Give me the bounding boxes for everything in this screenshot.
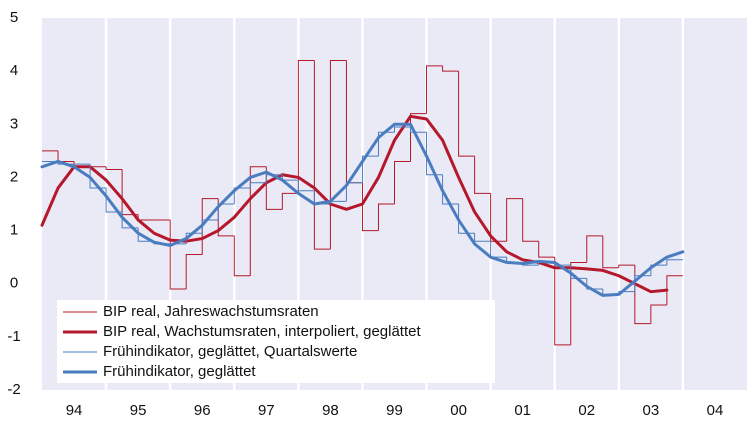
y-tick-label: 0 [10, 275, 18, 292]
step-segment [410, 113, 427, 162]
step-segment [570, 265, 587, 279]
step-segment [618, 264, 635, 268]
step-segment [281, 192, 299, 210]
step-segment [426, 65, 443, 114]
step-segment [442, 174, 459, 205]
x-tick-label: 95 [130, 402, 147, 419]
step-segment [666, 275, 683, 305]
smooth-line [40, 122, 685, 297]
x-tick-label: 96 [194, 402, 211, 419]
x-tick-label: 94 [66, 402, 83, 419]
step-segment [185, 253, 203, 290]
step-segment [426, 132, 443, 176]
legend: BIP real, Jahreswachstumsraten BIP real, … [57, 300, 495, 383]
x-tick-label: 98 [322, 402, 339, 419]
step-segment [185, 232, 203, 244]
step-segment [538, 241, 555, 258]
step-segment [650, 304, 667, 324]
step-segment [666, 259, 683, 266]
legend-label: Frühindikator, geglättet, Quartalswerte [103, 343, 357, 360]
y-tick-label: 2 [10, 168, 18, 185]
step-segment [265, 174, 283, 183]
step-segment [394, 126, 411, 133]
step-segment [410, 126, 427, 133]
step-segment [458, 71, 475, 157]
step-segment [233, 235, 251, 277]
legend-label: Frühindikator, geglättet [103, 363, 256, 380]
step-segment [634, 275, 651, 292]
step-segment [105, 166, 123, 170]
x-tick-label: 00 [450, 402, 467, 419]
step-segment [586, 235, 603, 263]
step-segment [522, 198, 539, 242]
step-segment [570, 261, 587, 345]
step-segment [361, 155, 379, 183]
x-tick-label: 04 [707, 402, 724, 419]
step-segment [442, 65, 459, 72]
step-segment [474, 156, 491, 194]
step-segment [361, 182, 379, 232]
step-segment [249, 182, 267, 189]
y-tick-label: 5 [10, 9, 18, 26]
x-tick-label: 99 [386, 402, 403, 419]
y-tick-label: -1 [7, 328, 20, 345]
x-tick-label: 01 [514, 402, 531, 419]
step-segment [313, 60, 331, 250]
step-segment [201, 198, 219, 255]
step-segment [377, 131, 395, 157]
step-segment [506, 198, 523, 242]
step-segment [233, 187, 251, 204]
step-segment [377, 203, 395, 231]
y-tick-label: 3 [10, 115, 18, 132]
y-tick-label: -2 [7, 381, 20, 398]
step-segment [602, 235, 619, 269]
y-tick-label: 4 [10, 62, 18, 79]
step-segment [586, 278, 603, 290]
legend-box [57, 300, 495, 383]
step-segment [297, 60, 315, 194]
legend-label: BIP real, Wachstumsraten, interpoliert, … [103, 323, 421, 340]
legend-label: BIP real, Jahreswachstumsraten [103, 303, 319, 320]
step-segment [169, 219, 187, 290]
step-segment [249, 166, 267, 276]
step-segment [554, 257, 571, 346]
step-segment [650, 264, 667, 276]
x-tick-label: 02 [578, 402, 595, 419]
step-segment [329, 60, 347, 250]
y-tick-label: 1 [10, 222, 18, 239]
x-tick-label: 97 [258, 402, 275, 419]
step-segment [394, 160, 411, 204]
step-segment [217, 203, 235, 220]
step-segment [201, 219, 219, 234]
step-segment [297, 180, 315, 192]
x-tick-label: 03 [643, 402, 660, 419]
